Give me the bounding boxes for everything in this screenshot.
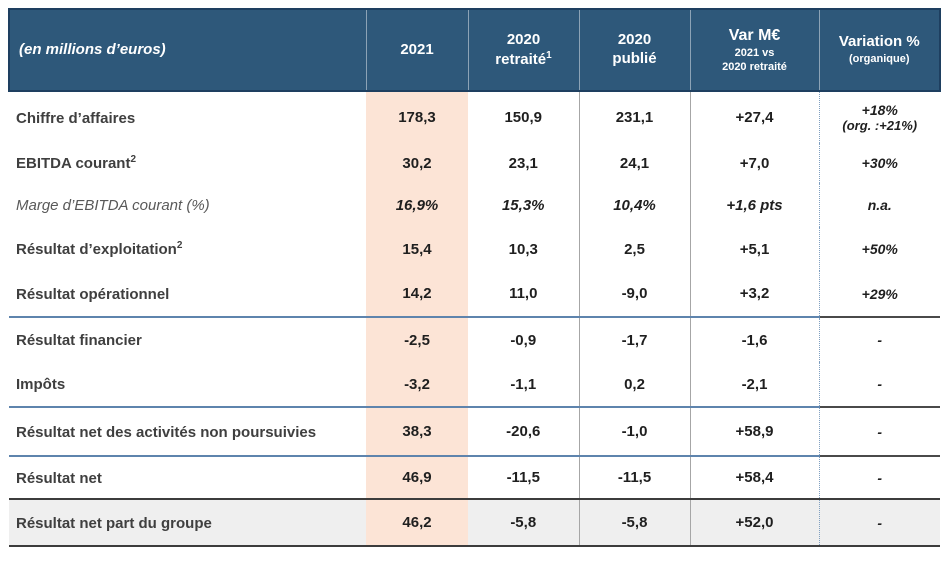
table-row-resultat-net-activites-non-poursuivies: Résultat net des activités non poursuivi…: [9, 406, 940, 456]
header-col-var-meur: Var M€ 2021 vs 2020 retraité: [689, 8, 819, 92]
header-variation-sub: (organique): [849, 53, 910, 66]
row-label: Résultat financier: [9, 316, 366, 362]
value-var-meur: -2,1: [689, 362, 819, 407]
financial-results-table: (en millions d’euros) 2021 2020 retraité1…: [8, 8, 941, 547]
value-2021: -2,5: [366, 316, 468, 362]
row-label: Résultat net des activités non poursuivi…: [9, 406, 366, 456]
header-var-sub2: 2020 retraité: [722, 61, 787, 73]
value-2021: 15,4: [366, 227, 468, 271]
row-label: Résultat net part du groupe: [9, 498, 366, 547]
table-row-ebitda-courant: EBITDA courant2 30,2 23,1 24,1 +7,0 +30%: [9, 143, 940, 183]
header-var-title: Var M€: [728, 26, 781, 44]
value-2020-publie: -1,7: [578, 316, 690, 362]
row-label: Chiffre d’affaires: [9, 91, 366, 143]
table-row-marge-ebitda: Marge d’EBITDA courant (%) 16,9% 15,3% 1…: [9, 183, 940, 227]
table-row-resultat-net-part-du-groupe: Résultat net part du groupe 46,2 -5,8 -5…: [9, 498, 940, 547]
value-2020-retraite: 11,0: [468, 271, 579, 317]
value-2020-publie: -1,0: [578, 406, 690, 456]
header-variation-title: Variation %: [838, 33, 920, 51]
value-2021: 38,3: [366, 406, 468, 456]
value-variation-pct: -: [818, 316, 940, 362]
table-row-resultat-exploitation: Résultat d’exploitation2 15,4 10,3 2,5 +…: [9, 227, 940, 271]
header-col-2021: 2021: [365, 8, 468, 92]
value-2020-publie: -5,8: [578, 498, 690, 547]
value-2020-publie: 2,5: [578, 227, 690, 271]
value-2021: -3,2: [366, 362, 468, 407]
value-var-meur: +1,6 pts: [689, 183, 819, 227]
value-2020-publie: 0,2: [578, 362, 690, 407]
value-variation-pct: +50%: [818, 227, 940, 271]
value-variation-pct: +18% (org. :+21%): [818, 91, 940, 143]
value-variation-pct: -: [818, 498, 940, 547]
row-label: EBITDA courant2: [9, 143, 366, 183]
value-2021: 30,2: [366, 143, 468, 183]
header-2020p-line1: 2020: [617, 31, 652, 49]
footnote-marker: 2: [176, 240, 183, 251]
value-2020-retraite: -0,9: [468, 316, 579, 362]
footnote-marker: 2: [130, 154, 137, 165]
footnote-marker: 1: [546, 49, 552, 61]
value-2021: 16,9%: [366, 183, 468, 227]
value-2020-retraite: 10,3: [468, 227, 579, 271]
value-2021: 46,2: [366, 498, 468, 547]
header-2020r-line2: retraité: [495, 50, 547, 68]
value-2020-retraite: -1,1: [468, 362, 579, 407]
table-row-resultat-financier: Résultat financier -2,5 -0,9 -1,7 -1,6 -: [9, 316, 940, 362]
row-label: Impôts: [9, 362, 366, 407]
value-2020-retraite: 23,1: [468, 143, 579, 183]
row-label: Marge d’EBITDA courant (%): [9, 183, 366, 227]
table-row-resultat-net: Résultat net 46,9 -11,5 -11,5 +58,4 -: [9, 455, 940, 499]
value-var-meur: +58,9: [689, 406, 819, 456]
value-var-meur: +52,0: [689, 498, 819, 547]
table-row-resultat-operationnel: Résultat opérationnel 14,2 11,0 -9,0 +3,…: [9, 271, 940, 317]
value-2020-publie: 231,1: [578, 91, 690, 143]
value-variation-pct: -: [818, 455, 940, 499]
value-2021: 178,3: [366, 91, 468, 143]
value-2020-publie: -11,5: [578, 455, 690, 499]
header-col-2020-publie: 2020 publié: [578, 8, 690, 92]
header-var-sub1: 2021 vs: [734, 46, 775, 59]
table-row-impots: Impôts -3,2 -1,1 0,2 -2,1 -: [9, 362, 940, 407]
value-variation-pct: +29%: [818, 271, 940, 317]
header-col-variation-pct: Variation % (organique): [818, 8, 941, 92]
value-2021: 14,2: [366, 271, 468, 317]
value-2020-publie: 10,4%: [578, 183, 690, 227]
value-2020-retraite: 15,3%: [468, 183, 579, 227]
value-var-meur: +58,4: [689, 455, 819, 499]
value-var-meur: -1,6: [689, 316, 819, 362]
header-col-2020-retraite: 2020 retraité1: [467, 8, 579, 92]
table-header-row: (en millions d’euros) 2021 2020 retraité1…: [8, 8, 941, 92]
value-2020-publie: -9,0: [578, 271, 690, 317]
value-var-meur: +3,2: [689, 271, 819, 317]
value-2020-retraite: -20,6: [468, 406, 579, 456]
value-variation-pct: -: [818, 406, 940, 456]
header-units-label: (en millions d’euros): [8, 8, 366, 92]
value-2020-publie: 24,1: [578, 143, 690, 183]
header-2020p-line2: publié: [612, 50, 657, 67]
row-label: Résultat d’exploitation2: [9, 227, 366, 271]
row-label: Résultat opérationnel: [9, 271, 366, 317]
value-variation-pct: -: [818, 362, 940, 407]
value-variation-pct: n.a.: [818, 183, 940, 227]
value-2020-retraite: -5,8: [468, 498, 579, 547]
value-variation-pct: +30%: [818, 143, 940, 183]
value-var-meur: +27,4: [689, 91, 819, 143]
header-2020r-line1: 2020: [506, 30, 541, 48]
value-var-meur: +5,1: [689, 227, 819, 271]
variation-organic-line: (org. :+21%): [842, 118, 918, 133]
value-2020-retraite: 150,9: [468, 91, 579, 143]
table-row-chiffre-daffaires: Chiffre d’affaires 178,3 150,9 231,1 +27…: [9, 91, 940, 143]
row-label: Résultat net: [9, 455, 366, 499]
value-var-meur: +7,0: [689, 143, 819, 183]
value-2021: 46,9: [366, 455, 468, 499]
value-2020-retraite: -11,5: [468, 455, 579, 499]
